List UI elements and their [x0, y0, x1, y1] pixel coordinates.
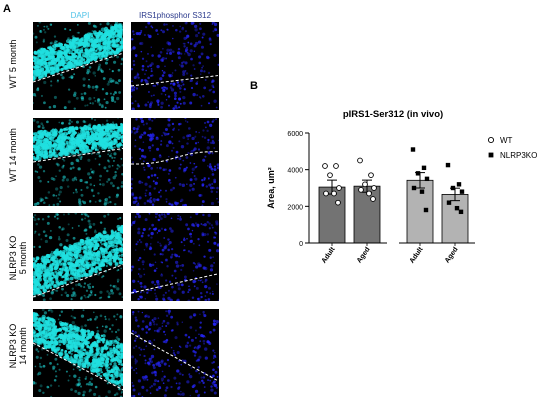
dapi-image-nlrp3-5-month — [33, 213, 123, 301]
data-point — [415, 171, 421, 176]
data-point — [323, 190, 329, 197]
bar-chart: pIRS1-Ser312 (in vivo) 0 2000 4000 6000 Area,… — [266, 109, 537, 265]
bar-wt-adult — [318, 186, 346, 244]
panel-b-label: B — [250, 80, 258, 92]
row-label-wt-14-month: WT 14 month — [8, 128, 18, 182]
irs1-column-header: IRS1phosphor S312 — [138, 11, 212, 20]
dapi-image-nlrp3-14-month — [33, 309, 123, 397]
legend-label: NLRP3KO — [500, 151, 537, 160]
data-point — [445, 162, 451, 168]
category-label: Adult — [321, 246, 337, 265]
data-point — [419, 189, 425, 194]
data-point — [458, 209, 464, 215]
category-label: Adult — [409, 246, 425, 265]
data-point — [410, 147, 416, 152]
data-point — [357, 157, 363, 164]
data-point — [331, 190, 337, 197]
irs1-image-wt-14-month — [131, 118, 219, 206]
data-point — [335, 199, 341, 206]
data-point — [336, 185, 342, 191]
data-point — [459, 189, 465, 194]
data-point — [368, 172, 374, 179]
category-label: Aged — [356, 246, 372, 264]
bar-wt-aged — [353, 185, 381, 244]
y-tick-label: 4000 — [287, 168, 303, 175]
dapi-image-wt-14-month — [33, 118, 123, 206]
irs1-image-nlrp3-5-month — [131, 213, 219, 301]
irs1-image-nlrp3-14-month — [131, 309, 219, 397]
data-point — [358, 186, 364, 193]
data-point — [423, 207, 429, 213]
data-point — [411, 185, 417, 191]
data-point — [456, 182, 462, 187]
data-point — [362, 181, 368, 188]
data-point — [370, 196, 376, 202]
data-point — [371, 185, 377, 191]
y-tick-label: 2000 — [287, 204, 303, 211]
panel-a-label: A — [3, 3, 11, 15]
data-point — [454, 205, 460, 211]
row-label-wt-5-month: WT 5 month — [8, 39, 18, 89]
data-point — [446, 200, 452, 205]
data-point — [327, 172, 333, 179]
irs1-image-wt-5-month — [131, 22, 219, 110]
legend-marker-wt — [487, 136, 495, 144]
row-label-nlrp3-14-month: NLRP3 KO 14 month — [8, 323, 28, 369]
data-point — [450, 185, 456, 191]
y-tick-label: 0 — [299, 241, 303, 248]
legend-marker-nlrp3ko — [488, 152, 494, 158]
data-point — [424, 176, 430, 182]
dapi-column-header: DAPI — [70, 11, 90, 20]
bar-nlrp3ko-aged — [441, 194, 469, 244]
data-point — [333, 163, 339, 169]
row-label-nlrp3-5-month: NLRP3 KO 5 month — [8, 235, 28, 281]
y-axis-label: Area, um² — [266, 167, 276, 209]
data-point — [322, 163, 328, 169]
data-point — [366, 190, 372, 197]
data-point — [421, 165, 427, 171]
category-label: Aged — [444, 246, 460, 264]
legend-label: WT — [500, 136, 513, 145]
chart-title: pIRS1-Ser312 (in vivo) — [343, 109, 443, 120]
dapi-image-wt-5-month — [33, 22, 123, 110]
y-tick-label: 6000 — [287, 131, 303, 138]
